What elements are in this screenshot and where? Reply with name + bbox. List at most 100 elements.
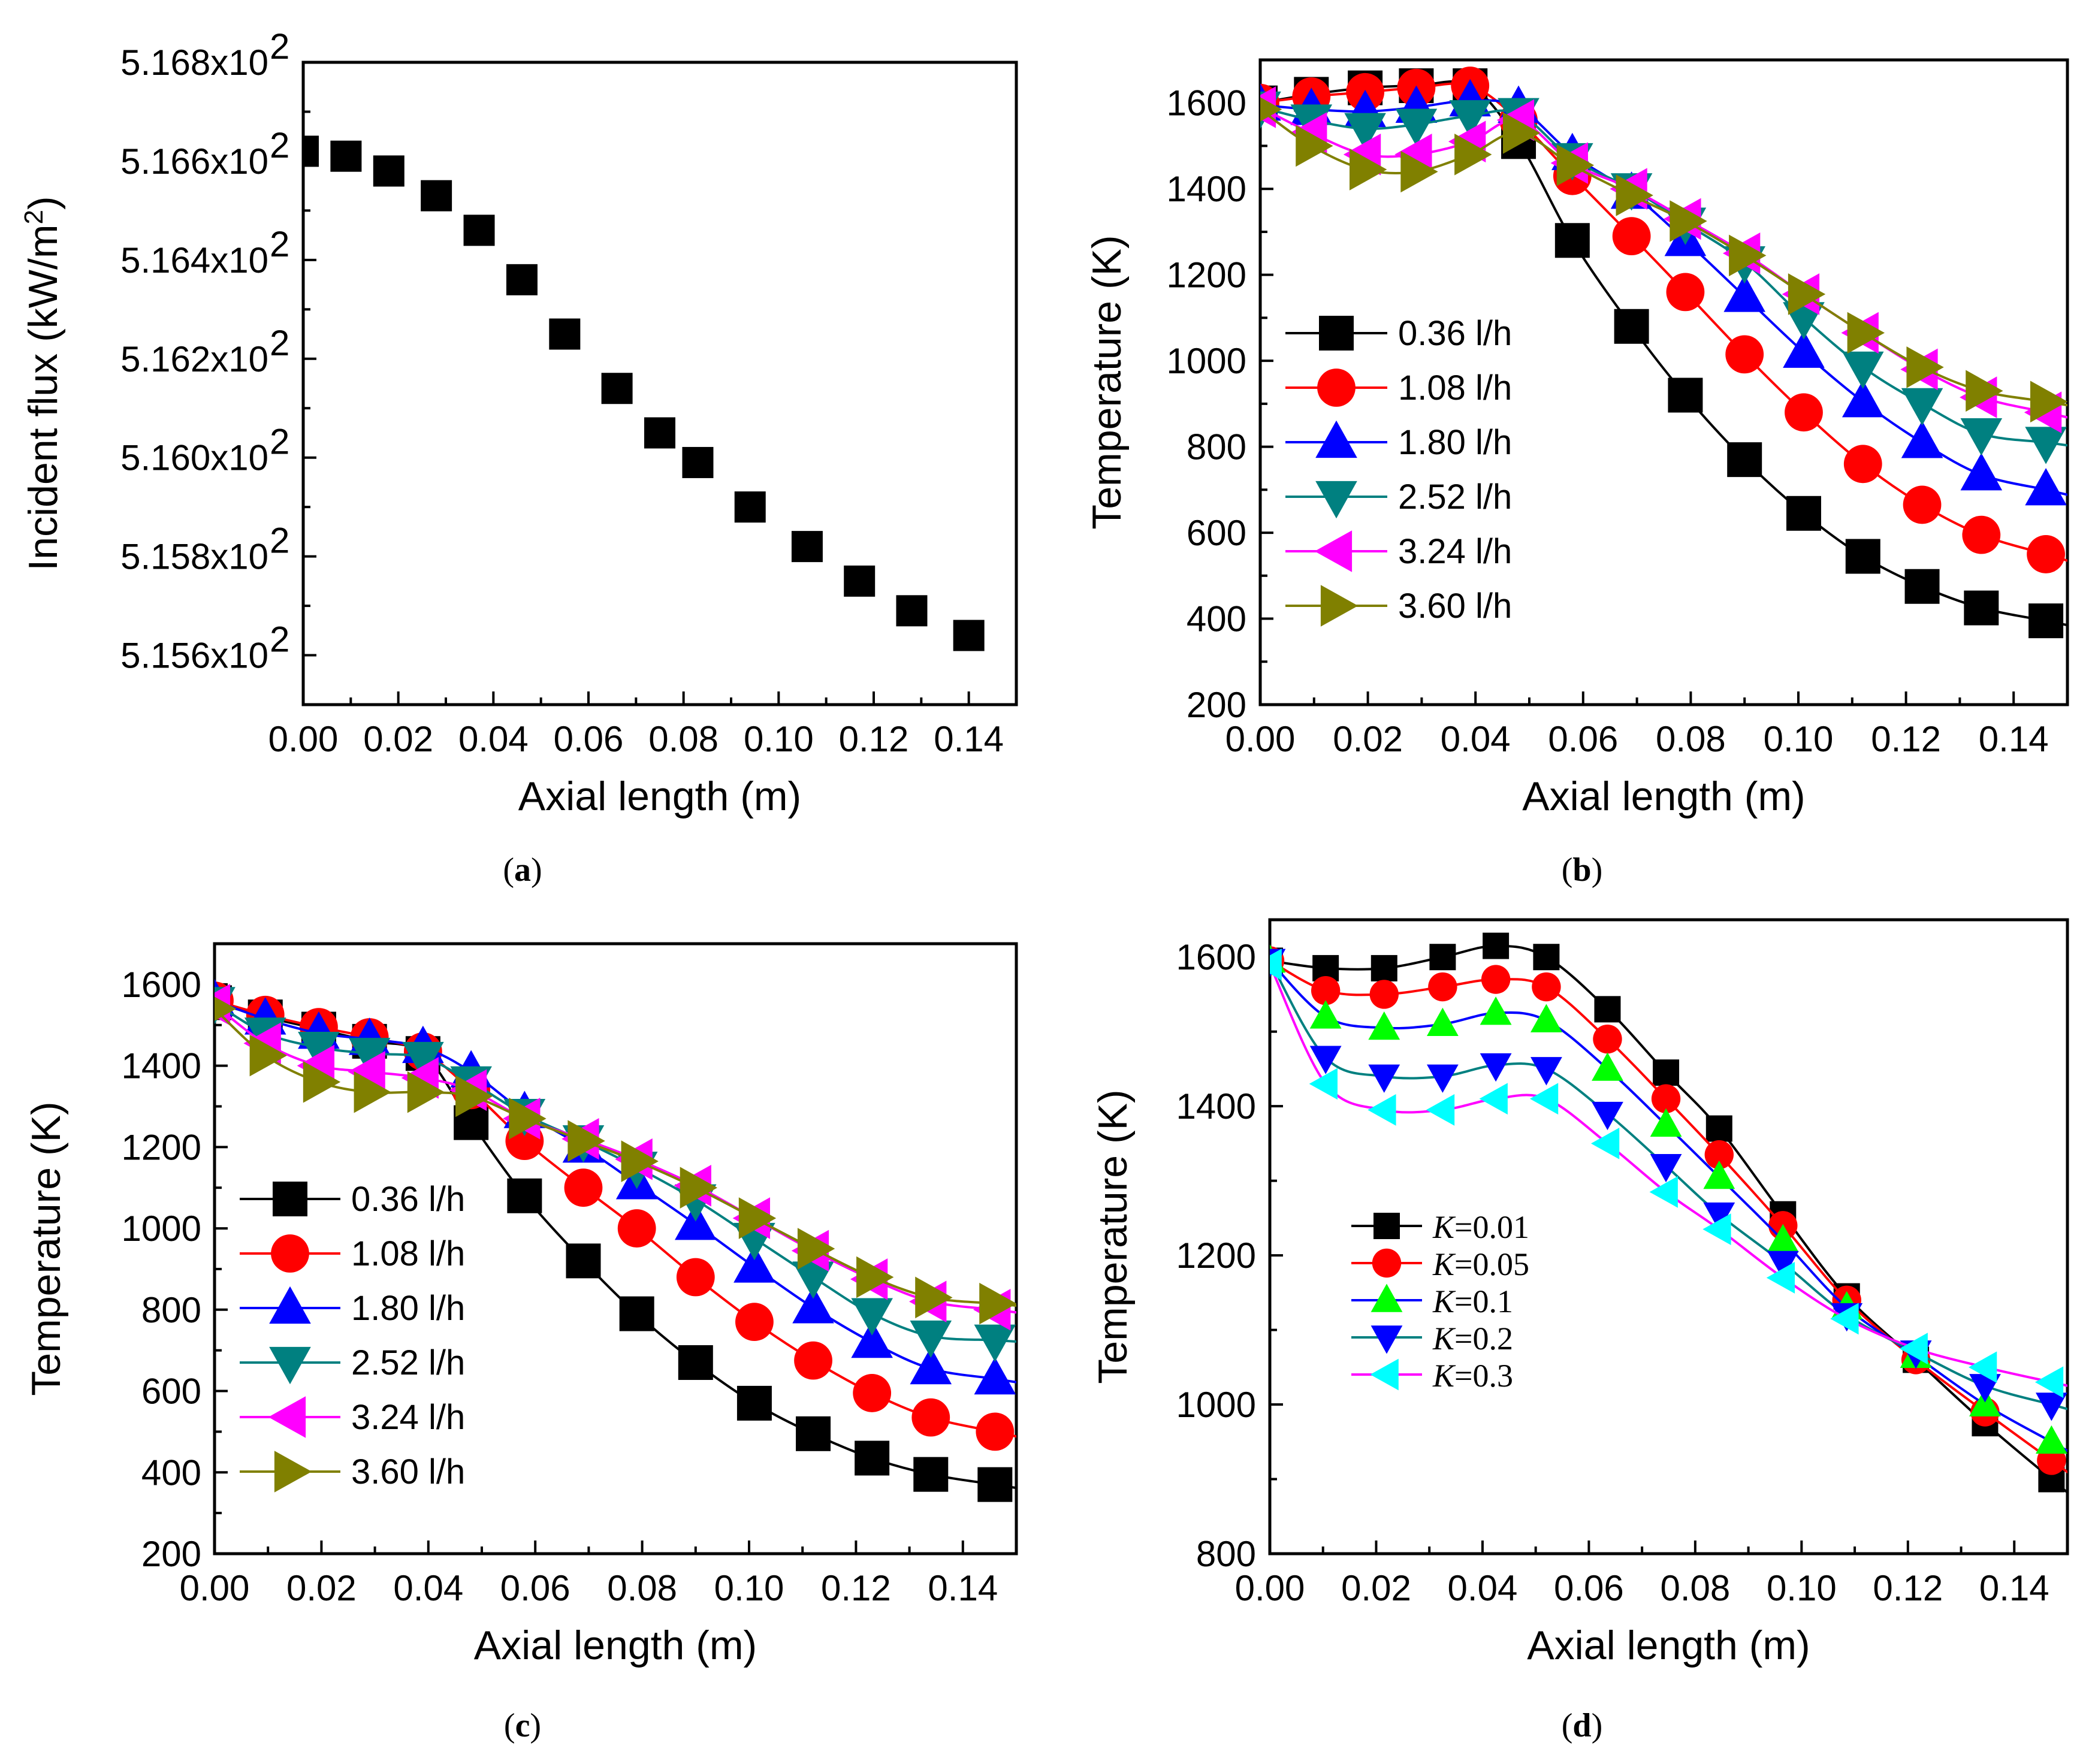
- data-point: [1703, 1160, 1735, 1189]
- data-point: [1704, 1140, 1734, 1170]
- y-tick-exponent: 2: [270, 26, 289, 67]
- data-point: [1703, 1202, 1735, 1231]
- data-point: [855, 1440, 890, 1476]
- x-tick-label: 0.04: [1448, 1568, 1518, 1608]
- y-tick-exponent: 2: [270, 125, 289, 165]
- data-point: [1594, 996, 1621, 1023]
- data-point: [1532, 972, 1561, 1002]
- data-point: [1592, 1052, 1623, 1081]
- data-point: [792, 1286, 834, 1324]
- legend-label: 2.52 l/h: [351, 1343, 465, 1382]
- data-point: [215, 996, 237, 1021]
- data-point: [853, 1374, 892, 1412]
- data-point: [1962, 515, 2001, 554]
- data-point: [1395, 108, 1438, 146]
- data-point: [1702, 1213, 1731, 1245]
- legend-marker: [1319, 316, 1354, 351]
- x-tick-label: 0.12: [1873, 1568, 1943, 1608]
- data-point: [509, 1098, 547, 1140]
- y-tick-label: 400: [141, 1452, 201, 1493]
- data-point: [463, 215, 495, 246]
- data-point: [1426, 1007, 1459, 1037]
- data-point: [1593, 1024, 1622, 1054]
- data-point: [567, 1120, 605, 1162]
- y-axis-title: Temperature (K): [1084, 235, 1130, 529]
- data-point: [1481, 965, 1511, 994]
- data-point: [1766, 1262, 1795, 1294]
- plot-frame: [1258, 58, 2069, 706]
- legend-marker: [1373, 1213, 1400, 1239]
- plot-frame: [301, 61, 1018, 706]
- legend-marker: [1315, 481, 1357, 519]
- data-point: [2027, 535, 2065, 573]
- data-point: [348, 1038, 391, 1076]
- x-axis-title: Axial length (m): [1527, 1623, 1810, 1668]
- data-point: [1369, 980, 1399, 1009]
- x-tick-label: 0.06: [1554, 1568, 1624, 1608]
- y-axis-title-tail: ): [20, 196, 66, 210]
- x-tick-label: 0.02: [1341, 1568, 1411, 1608]
- data-point: [977, 1467, 1013, 1502]
- x-tick-label: 0.12: [1871, 719, 1941, 759]
- y-tick-label: 5.168x10: [120, 43, 268, 83]
- data-point: [735, 1303, 774, 1342]
- x-tick-label: 0.08: [1656, 719, 1726, 759]
- y-tick-exponent: 2: [270, 323, 289, 363]
- data-point: [303, 135, 319, 167]
- data-point: [736, 1385, 772, 1421]
- legend-marker: [271, 1234, 309, 1273]
- data-point: [1847, 312, 1885, 354]
- series-3: [215, 987, 1016, 1362]
- data-point: [1899, 1333, 1928, 1365]
- x-axis-title: Axial length (m): [474, 1623, 757, 1668]
- x-tick-label: 0.02: [363, 719, 433, 759]
- data-point: [1668, 377, 1703, 413]
- data-point: [676, 1258, 715, 1297]
- data-point: [2028, 603, 2064, 639]
- data-point: [1296, 125, 1333, 167]
- data-point: [851, 1320, 893, 1358]
- chart-a: 0.00 0.02 0.04 0.06 0.08 0.10 0.12 0.14 5.156x10…: [19, 26, 1018, 889]
- data-point: [1723, 274, 1765, 312]
- y-tick-label: 800: [1187, 427, 1246, 467]
- x-tick-label: 0.04: [393, 1568, 463, 1608]
- y-tick-label: 1600: [1176, 937, 1256, 977]
- y-tick-label: 1000: [122, 1209, 201, 1249]
- data-point: [1449, 100, 1492, 138]
- data-point: [1531, 1057, 1562, 1086]
- y-tick-label: 1600: [122, 965, 201, 1005]
- chart-c: 0.00 0.02 0.04 0.06 0.08 0.10 0.12 0.14 200 400 60…: [23, 942, 1018, 1744]
- y-tick-label: 600: [1187, 513, 1246, 553]
- x-tick-label: 0.02: [286, 1568, 357, 1608]
- y-axis-title: Temperature (K): [1090, 1089, 1136, 1384]
- series-3: [1260, 91, 2067, 464]
- data-point: [734, 491, 766, 523]
- data-point: [1767, 1250, 1799, 1280]
- legend-label: 1.08 l/h: [1398, 368, 1512, 407]
- x-tick-label: 0.06: [500, 1568, 570, 1608]
- plot-frame: [213, 942, 1018, 1555]
- data-point: [1729, 234, 1767, 277]
- x-tick-label: 0.06: [554, 719, 624, 759]
- data-point: [1614, 309, 1649, 344]
- x-tick-label: 0.14: [1979, 719, 2049, 759]
- data-point: [976, 1412, 1015, 1451]
- data-point: [1368, 1064, 1400, 1093]
- data-point: [1650, 1153, 1682, 1183]
- series-5: [215, 996, 1016, 1325]
- data-point: [1311, 976, 1341, 1005]
- chart-b: 0.00 0.02 0.04 0.06 0.08 0.10 0.12 0.14 200 400 60…: [1084, 58, 2069, 889]
- data-point: [844, 565, 876, 597]
- data-point: [1533, 944, 1560, 971]
- data-point: [1592, 1101, 1623, 1131]
- data-point: [1960, 418, 2003, 456]
- plot-area: [1260, 67, 2067, 639]
- data-point: [851, 1298, 893, 1336]
- data-point: [1842, 351, 1884, 389]
- data-point: [1344, 113, 1386, 151]
- data-point: [1964, 590, 1999, 626]
- legend-label: 0.36 l/h: [351, 1180, 465, 1219]
- data-point: [2035, 1425, 2067, 1454]
- data-point: [794, 1341, 832, 1380]
- series-line: [1260, 105, 2067, 447]
